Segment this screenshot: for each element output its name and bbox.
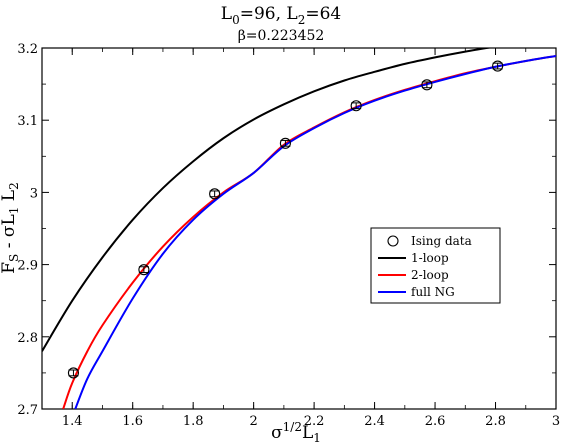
data-point-ising: [209, 188, 221, 200]
y-tick-label: 2.7: [17, 403, 38, 418]
y-tick-label: 2.8: [17, 331, 38, 346]
series-line-full-ng: [74, 54, 556, 409]
y-tick-label: 3.1: [17, 114, 38, 129]
chart-subtitle: β=0.223452: [238, 28, 325, 44]
series-line-1-loop: [42, 48, 493, 352]
legend-label-ising: Ising data: [411, 234, 472, 248]
legend-label-1loop: 1-loop: [411, 251, 449, 265]
data-point-ising: [421, 79, 433, 91]
x-tick-label: 2.8: [485, 414, 506, 429]
legend-label-2loop: 2-loop: [411, 268, 449, 282]
data-point-ising: [492, 60, 504, 72]
x-tick-label: 1.8: [183, 414, 204, 429]
data-point-ising: [67, 367, 79, 379]
legend-label-fullng: full NG: [411, 285, 455, 299]
legend: Ising data 1-loop 2-loop full NG: [370, 227, 501, 304]
x-tick-label: 2.6: [425, 414, 446, 429]
x-tick-label: 1.6: [122, 414, 143, 429]
x-tick-label: 2.4: [364, 414, 385, 429]
y-tick-label: 3.2: [17, 42, 38, 57]
x-tick-label: 2.2: [304, 414, 325, 429]
legend-marker-ising: [387, 235, 399, 247]
chart-title: L0=96, L2=64: [221, 4, 341, 27]
data-point-ising: [279, 137, 291, 149]
x-tick-label: 2: [250, 414, 258, 429]
y-tick-label: 2.9: [17, 259, 38, 274]
y-axis-label: FS - σL1 L2: [0, 182, 21, 273]
data-point-ising: [138, 264, 150, 276]
data-point-ising: [350, 100, 362, 112]
legend-box: [370, 227, 501, 304]
x-tick-label: 1.4: [62, 414, 83, 429]
y-tick-label: 3: [30, 186, 38, 201]
x-tick-label: 3: [552, 414, 560, 429]
x-axis-label: σ1/2L1: [271, 420, 321, 442]
